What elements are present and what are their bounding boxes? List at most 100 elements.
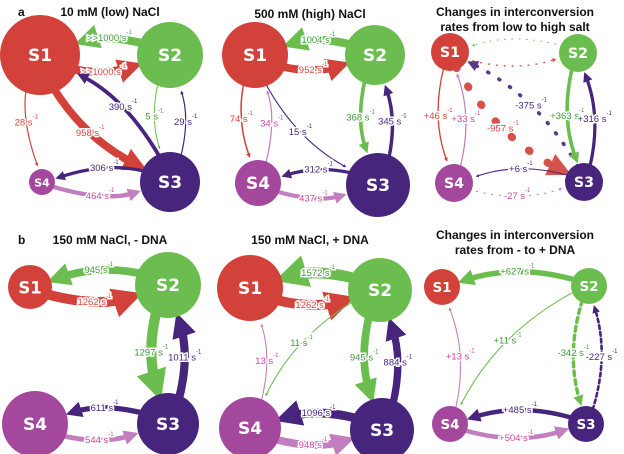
rate-value: 958 s [76,127,99,138]
rate-label: 29 s-1 [174,114,198,128]
state-s4: S4 [432,406,468,442]
rate-unit-exponent: -1 [108,262,114,268]
rate-value: 464 s [86,191,109,202]
state-s4: S4 [235,160,281,206]
rate-label: +627 s-1 [500,264,535,278]
state-s1: S1 [217,255,283,321]
rate-label: -27 s-1 [504,188,531,202]
states: S1 S2 S3 S4 [222,22,410,217]
state-circle [140,152,200,212]
edge-s2-to-s1 [282,27,356,51]
state-label: S4 [444,176,464,192]
rate-label: 34 s-1 [260,115,284,129]
state-label: S1 [18,279,41,298]
state-circle [348,258,412,322]
rate-unit-exponent: -1 [373,350,379,356]
edge-s3-to-s2 [172,312,196,404]
state-circle [350,398,414,454]
edge-s2-to-s3 [571,298,585,406]
edge-s3-to-s4 [55,166,148,181]
rate-label: +485 s-1 [503,402,538,416]
state-s3: S3 [137,393,199,454]
panel-letter: a [18,5,25,19]
rate-unit-exponent: -1 [328,162,334,168]
rate-label: 1572 s-1 [301,265,336,279]
rate-label: 437 s-1 [299,190,328,204]
rate-value: +11 s [494,335,517,346]
state-label: S4 [440,417,459,433]
rate-value: +46 s [424,110,448,121]
rate-unit-exponent: -1 [370,109,376,115]
state-s2: S2 [348,258,412,322]
rate-unit-exponent: -1 [579,108,585,114]
rate-label: 390 s-1 [109,99,138,113]
edge-s4-to-s3 [50,184,141,202]
rate-unit-exponent: -1 [542,97,548,103]
rate-unit-exponent: -1 [121,64,127,70]
rate-value: 306 s [90,162,113,173]
rate-unit-exponent: -1 [109,188,115,194]
rate-label: 11 s-1 [290,335,313,349]
rate-unit-exponent: -1 [322,62,328,68]
state-label: S1 [432,280,451,296]
rate-label: >>1000 s-1 [87,30,133,44]
edge-s4-to-s3 [274,189,347,204]
rate-value: >>1000 s [87,33,127,44]
rate-value: 945 s [350,352,373,363]
rate-unit-exponent: -1 [606,111,612,117]
state-s2: S2 [559,34,597,72]
states: S1 S2 S3 S4 [217,255,414,454]
rate-value: 948 s [299,440,322,451]
rate-label: +363 s-1 [550,108,585,122]
rate-label: 345 s-1 [378,114,407,128]
edge-s3-to-s4 [65,401,146,418]
edge-s3-to-s1 [467,61,580,169]
edge-s1-to-s3 [49,83,147,171]
rate-unit-exponent: -1 [163,344,169,350]
rate-unit-exponent: -1 [330,32,336,38]
rate-value: 28 s [15,117,33,128]
edge-s2-to-s3 [358,77,369,154]
rate-label: +13 s-1 [446,349,476,363]
rate-unit-exponent: -1 [248,111,254,117]
edge-s3-to-s2 [179,90,187,159]
rate-unit-exponent: -1 [475,111,481,117]
rate-label: 368 s-1 [346,109,375,123]
rate-unit-exponent: -1 [513,121,519,127]
state-label: S3 [158,173,182,193]
rate-value: +627 s [500,266,529,277]
panel-title: rates from - to + DNA [455,243,576,257]
rate-value: 34 s [260,118,278,129]
state-s4: S4 [219,397,281,454]
rate-label: 945 s-1 [84,262,113,276]
rate-label: 5 s-1 [145,109,164,123]
rate-label: +504 s-1 [499,430,534,444]
state-circle [137,393,199,454]
rate-value: +363 s [550,111,579,122]
rate-label: +33 s-1 [451,111,481,125]
rate-unit-exponent: -1 [113,400,119,406]
state-circle [219,397,281,454]
rate-unit-exponent: -1 [132,99,138,105]
rate-label: 611 s-1 [91,400,120,414]
rate-label: 948 s-1 [299,437,328,451]
rate-unit-exponent: -1 [532,402,538,408]
edge-s3-to-s1 [77,73,163,160]
edge-s3-to-s4 [275,400,361,426]
state-circle [346,153,410,217]
rate-value: 345 s [378,116,401,127]
edge-s4-to-s1 [264,90,273,166]
state-circle [135,252,201,318]
rate-unit-exponent: -1 [33,114,39,120]
panel-title: rates from low to high salt [440,20,589,34]
rate-unit-exponent: -1 [322,190,328,196]
state-label: S2 [368,281,392,301]
edge-s1-to-s2 [67,59,143,83]
rate-value: +13 s [446,351,470,362]
rate-label: 1096 s-1 [302,405,337,419]
rate-unit-exponent: -1 [308,335,314,341]
